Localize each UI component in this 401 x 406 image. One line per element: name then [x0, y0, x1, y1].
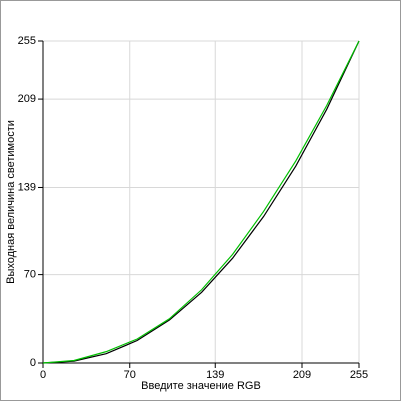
x-axis-label: Введите значение RGB [141, 380, 261, 392]
x-tick-label: 70 [124, 369, 136, 381]
y-tick-label: 139 [18, 181, 36, 193]
y-tick-label: 209 [18, 93, 36, 105]
y-tick-label: 70 [24, 269, 36, 281]
x-tick-label: 209 [293, 369, 311, 381]
y-axis-label: Выходная величина светимости [5, 120, 17, 284]
series-line [42, 40, 360, 364]
series-line [42, 40, 360, 364]
x-tick-label: 139 [206, 369, 224, 381]
x-tick-label: 255 [350, 369, 368, 381]
y-tick-label: 255 [18, 35, 36, 47]
y-tick-label: 0 [30, 357, 36, 369]
x-tick-label: 0 [40, 369, 46, 381]
